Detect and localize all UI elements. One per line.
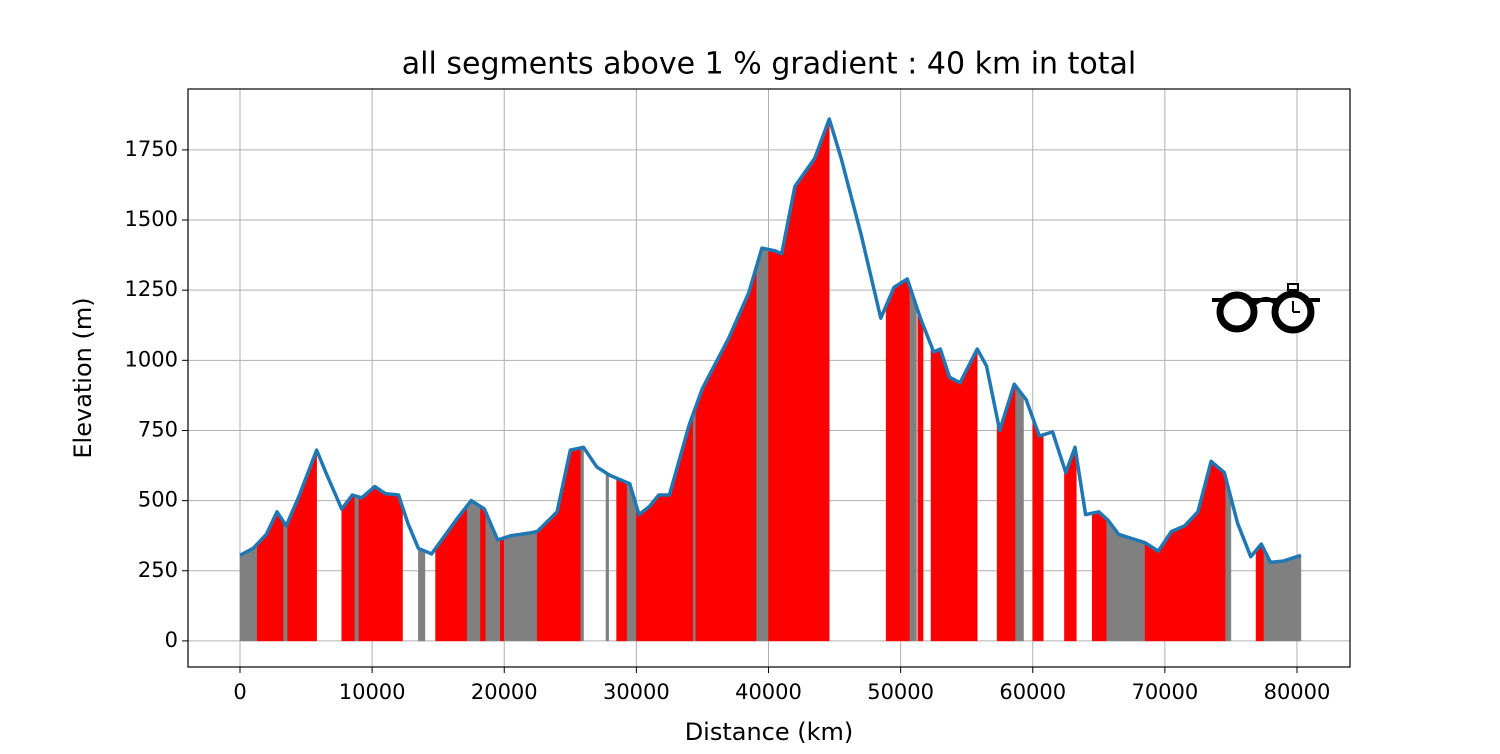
elevation-line [239,117,1302,565]
gradient-segment [580,446,584,642]
gradient-segment [930,345,978,642]
gradient-segment [283,521,288,642]
gradient-segment [358,486,403,642]
gradient-segment [768,118,830,642]
x-tick-label: 30000 [603,680,670,704]
gradient-segment [504,531,538,642]
gradient-segment [287,450,317,642]
gradient-segment [500,537,505,642]
x-tick-label: 70000 [1131,680,1198,704]
gradient-segment [605,472,609,642]
x-tick-label: 60000 [999,680,1066,704]
logo-icon [1212,283,1320,334]
gradient-segment [256,511,284,642]
gradient-segment [418,547,426,642]
gradient-segment [636,413,694,642]
plot-frame [187,88,1351,668]
gradient-segment [1225,477,1232,642]
gradient-segment [692,406,697,642]
y-axis-label: Elevation (m) [69,297,97,458]
x-tick-label: 50000 [867,680,934,704]
x-tick-label: 0 [233,680,246,704]
gradient-segment [1064,446,1077,642]
y-tick-label: 250 [138,558,178,582]
gradient-segment [756,247,769,642]
x-tick-label: 80000 [1264,680,1331,704]
y-tick-label: 500 [138,488,178,512]
y-tick-label: 1250 [125,277,178,301]
x-axis-label: Distance (km) [685,718,854,746]
gradient-segment [537,447,582,642]
chart-title: all segments above 1 % gradient : 40 km … [402,47,1136,82]
gradient-segment [467,500,481,642]
y-tick-label: 1750 [125,137,178,161]
gradient-segment [695,265,757,642]
gradient-segment [885,278,911,642]
gradient-segment [917,310,924,642]
gradient-segment [354,495,360,642]
x-tick-label: 40000 [735,680,802,704]
gradient-segment [341,494,356,642]
gradient-segment [616,477,628,642]
gradient-segment [480,506,487,642]
x-tick-label: 10000 [339,680,406,704]
y-tick-label: 1000 [125,347,178,371]
gradient-segment [1032,417,1044,642]
gradient-segment [1015,385,1024,642]
gradient-segment [909,286,917,642]
y-tick-label: 750 [138,417,178,441]
gradient-segment [239,543,258,642]
y-tick-label: 0 [165,628,178,652]
gradient-segment [1255,543,1265,642]
y-tick-label: 1500 [125,207,178,231]
gradient-segment [1091,511,1107,642]
x-tick-label: 20000 [471,680,538,704]
